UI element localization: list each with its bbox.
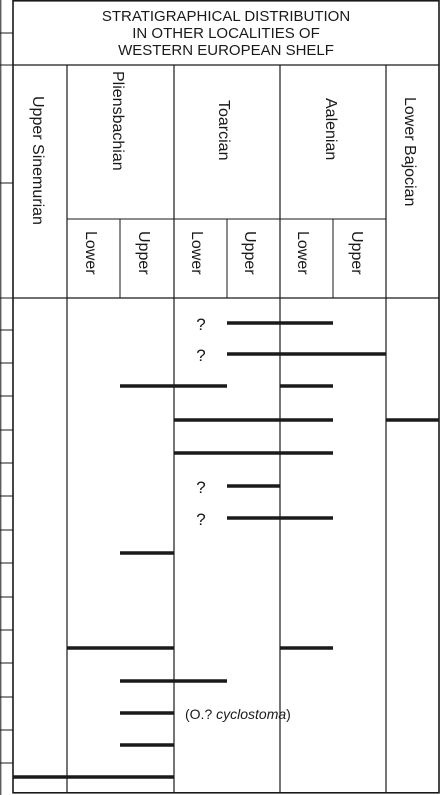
header-aalenian: Aalenian bbox=[322, 98, 339, 160]
header-aalenian-upper: Upper bbox=[348, 231, 365, 275]
uncertain-mark-row-2: ? bbox=[196, 346, 205, 365]
uncertain-mark-row-6: ? bbox=[196, 478, 205, 497]
header-pliensbachian-lower: Lower bbox=[82, 231, 99, 275]
header-title-line-3: WESTERN EUROPEAN SHELF bbox=[118, 42, 334, 59]
header-toarcian: Toarcian bbox=[215, 100, 232, 160]
header-pliensbachian: Pliensbachian bbox=[109, 71, 126, 171]
header-toarcian-lower: Lower bbox=[188, 231, 205, 275]
uncertain-mark-row-1: ? bbox=[196, 315, 205, 334]
range-bars bbox=[13, 321, 439, 779]
header-pliensbachian-upper: Upper bbox=[135, 231, 152, 275]
header-aalenian-lower: Lower bbox=[294, 231, 311, 275]
header-title-line-2: IN OTHER LOCALITIES OF bbox=[132, 25, 320, 42]
header-title-line-1: STRATIGRAPHICAL DISTRIBUTION bbox=[102, 8, 350, 25]
species-annotation: (O.? cyclostoma) bbox=[185, 706, 291, 722]
header-upper-sinemurian: Upper Sinemurian bbox=[29, 96, 46, 225]
annotation-suffix: ) bbox=[286, 706, 291, 722]
chart-frame bbox=[12, 0, 440, 794]
header-toarcian-upper: Upper bbox=[241, 231, 258, 275]
header-lower-bajocian: Lower Bajocian bbox=[401, 97, 418, 206]
row-ticks bbox=[0, 0, 13, 795]
uncertain-mark-row-7: ? bbox=[196, 510, 205, 529]
annotation-prefix: (O.? bbox=[185, 706, 216, 722]
annotation-species: cyclostoma bbox=[216, 706, 286, 722]
